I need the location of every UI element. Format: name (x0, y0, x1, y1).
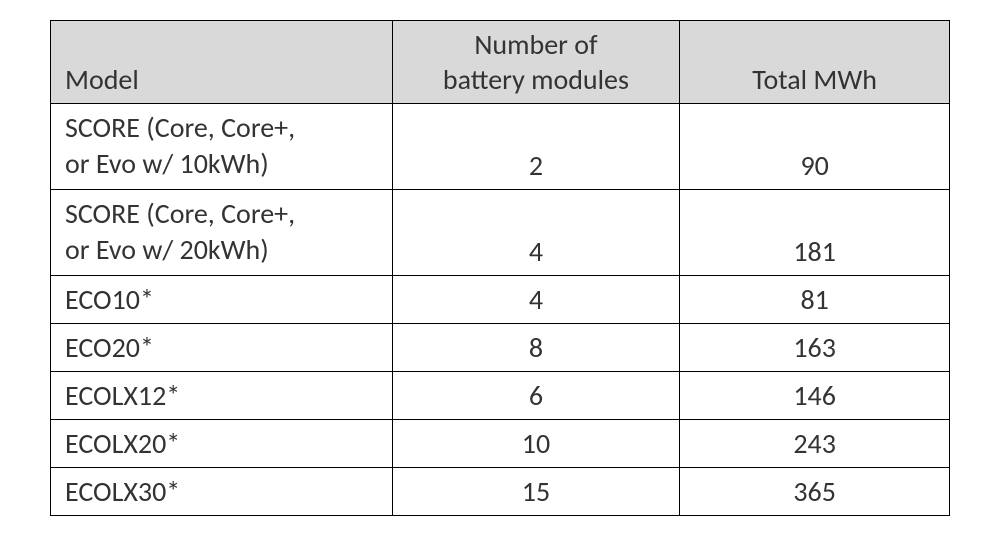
cell-mwh: 90 (680, 104, 950, 190)
cell-modules: 10 (392, 419, 680, 467)
cell-modules: 6 (392, 371, 680, 419)
cell-mwh: 81 (680, 275, 950, 323)
cell-modules: 4 (392, 189, 680, 275)
table-row: ECOLX20*10243 (51, 419, 950, 467)
cell-modules: 8 (392, 323, 680, 371)
cell-model: ECOLX20* (51, 419, 393, 467)
header-modules: Number ofbattery modules (392, 21, 680, 104)
table-header-row: Model Number ofbattery modules Total MWh (51, 21, 950, 104)
header-mwh: Total MWh (680, 21, 950, 104)
cell-model: SCORE (Core, Core+,or Evo w/ 10kWh) (51, 104, 393, 190)
cell-model: ECO20* (51, 323, 393, 371)
table-row: ECO10*481 (51, 275, 950, 323)
table-body: SCORE (Core, Core+,or Evo w/ 10kWh)290SC… (51, 104, 950, 516)
cell-mwh: 243 (680, 419, 950, 467)
table-row: ECO20*8163 (51, 323, 950, 371)
cell-model: ECOLX12* (51, 371, 393, 419)
table-row: ECOLX12*6146 (51, 371, 950, 419)
header-model: Model (51, 21, 393, 104)
cell-model: ECO10* (51, 275, 393, 323)
cell-modules: 2 (392, 104, 680, 190)
cell-mwh: 163 (680, 323, 950, 371)
table-row: SCORE (Core, Core+,or Evo w/ 20kWh)4181 (51, 189, 950, 275)
cell-modules: 4 (392, 275, 680, 323)
battery-models-table: Model Number ofbattery modules Total MWh… (50, 20, 950, 516)
cell-mwh: 181 (680, 189, 950, 275)
table-row: SCORE (Core, Core+,or Evo w/ 10kWh)290 (51, 104, 950, 190)
cell-model: SCORE (Core, Core+,or Evo w/ 20kWh) (51, 189, 393, 275)
cell-mwh: 146 (680, 371, 950, 419)
